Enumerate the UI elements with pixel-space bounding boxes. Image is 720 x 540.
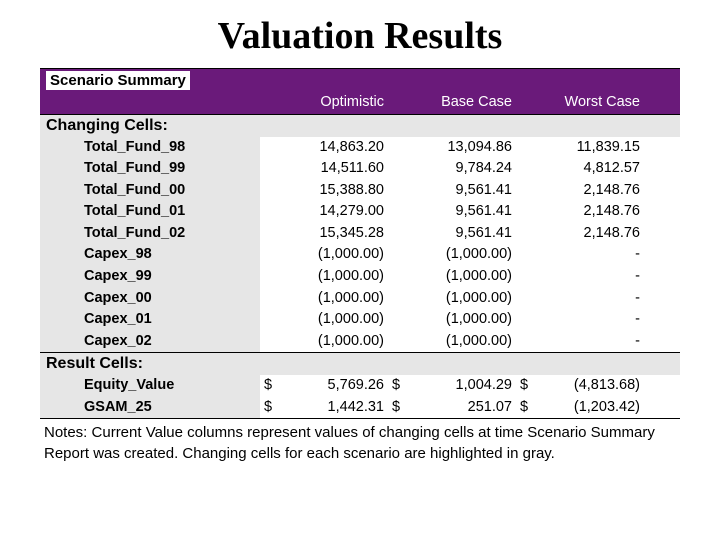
cell-value: - xyxy=(534,244,644,266)
cell-value: 14,279.00 xyxy=(278,201,388,223)
cell-value: (1,000.00) xyxy=(278,288,388,310)
cell-value: (1,000.00) xyxy=(278,309,388,331)
cell-value: (1,000.00) xyxy=(406,331,516,353)
result-cells-label: Result Cells: xyxy=(40,353,680,375)
row-label: Total_Fund_02 xyxy=(80,223,260,245)
page-title: Valuation Results xyxy=(0,0,720,68)
cell-value: 1,004.29 xyxy=(406,375,516,397)
row-label: Total_Fund_98 xyxy=(80,137,260,159)
row-label: Capex_00 xyxy=(80,288,260,310)
cell-value: 2,148.76 xyxy=(534,223,644,245)
currency-symbol: $ xyxy=(516,397,534,419)
col-worst-case: Worst Case xyxy=(534,92,644,114)
summary-header-bar: Scenario Summary xyxy=(40,68,680,92)
table-row: Capex_99(1,000.00)(1,000.00)- xyxy=(40,266,680,288)
row-label: Capex_01 xyxy=(80,309,260,331)
table-row: Total_Fund_99 14,511.60 9,784.24 4,812.57 xyxy=(40,158,680,180)
row-label: Total_Fund_99 xyxy=(80,158,260,180)
notes-text: Notes: Current Value columns represent v… xyxy=(40,419,680,464)
changing-rows: Total_Fund_98 14,863.20 13,094.86 11,839.15… xyxy=(40,137,680,353)
currency-symbol: $ xyxy=(260,375,278,397)
cell-value: (1,000.00) xyxy=(406,266,516,288)
cell-value: (1,000.00) xyxy=(278,331,388,353)
cell-value: 14,511.60 xyxy=(278,158,388,180)
currency-symbol: $ xyxy=(516,375,534,397)
cell-value: - xyxy=(534,331,644,353)
cell-value: 2,148.76 xyxy=(534,180,644,202)
page: Valuation Results Scenario Summary Optim… xyxy=(0,0,720,540)
col-base-case: Base Case xyxy=(406,92,516,114)
table-row: Equity_Value$5,769.26$1,004.29$(4,813.68… xyxy=(40,375,680,397)
cell-value: 251.07 xyxy=(406,397,516,419)
cell-value: 5,769.26 xyxy=(278,375,388,397)
cell-value: 13,094.86 xyxy=(406,137,516,159)
row-label: Capex_98 xyxy=(80,244,260,266)
table-container: Scenario Summary Optimistic Base Case Wo… xyxy=(40,68,680,464)
cell-value: (1,000.00) xyxy=(406,244,516,266)
row-label: GSAM_25 xyxy=(80,397,260,419)
row-label: Total_Fund_01 xyxy=(80,201,260,223)
row-label: Capex_99 xyxy=(80,266,260,288)
row-label: Equity_Value xyxy=(80,375,260,397)
cell-value: 15,388.80 xyxy=(278,180,388,202)
table-row: Total_Fund_98 14,863.20 13,094.86 11,839.15 xyxy=(40,137,680,159)
section-changing: Changing Cells: xyxy=(40,115,680,137)
currency-symbol: $ xyxy=(388,397,406,419)
table-row: Capex_02(1,000.00)(1,000.00)- xyxy=(40,331,680,353)
section-result: Result Cells: xyxy=(40,352,680,375)
cell-value: (1,203.42) xyxy=(534,397,644,419)
table-row: Total_Fund_01 14,279.00 9,561.41 2,148.76 xyxy=(40,201,680,223)
cell-value: - xyxy=(534,288,644,310)
cell-value: 1,442.31 xyxy=(278,397,388,419)
cell-value: (1,000.00) xyxy=(278,266,388,288)
table-row: Capex_01(1,000.00)(1,000.00)- xyxy=(40,309,680,331)
table-row: Capex_98(1,000.00)(1,000.00)- xyxy=(40,244,680,266)
cell-value: 11,839.15 xyxy=(534,137,644,159)
cell-value: (4,813.68) xyxy=(534,375,644,397)
table-row: Capex_00(1,000.00)(1,000.00)- xyxy=(40,288,680,310)
cell-value: - xyxy=(534,266,644,288)
cell-value: (1,000.00) xyxy=(406,309,516,331)
cell-value: (1,000.00) xyxy=(278,244,388,266)
cell-value: 4,812.57 xyxy=(534,158,644,180)
summary-label: Scenario Summary xyxy=(46,71,190,90)
cell-value: - xyxy=(534,309,644,331)
row-label: Total_Fund_00 xyxy=(80,180,260,202)
row-label: Capex_02 xyxy=(80,331,260,353)
cell-value: (1,000.00) xyxy=(406,288,516,310)
currency-symbol: $ xyxy=(388,375,406,397)
table-row: GSAM_25$1,442.31$251.07$(1,203.42) xyxy=(40,397,680,419)
cell-value: 2,148.76 xyxy=(534,201,644,223)
cell-value: 9,561.41 xyxy=(406,180,516,202)
col-optimistic: Optimistic xyxy=(278,92,388,114)
table-row: Total_Fund_02 15,345.28 9,561.41 2,148.76 xyxy=(40,223,680,245)
cell-value: 14,863.20 xyxy=(278,137,388,159)
column-headers: Optimistic Base Case Worst Case xyxy=(40,92,680,115)
cell-value: 9,561.41 xyxy=(406,223,516,245)
table-row: Total_Fund_00 15,388.80 9,561.41 2,148.76 xyxy=(40,180,680,202)
result-rows: Equity_Value$5,769.26$1,004.29$(4,813.68… xyxy=(40,375,680,418)
changing-cells-label: Changing Cells: xyxy=(40,115,680,137)
cell-value: 9,784.24 xyxy=(406,158,516,180)
currency-symbol: $ xyxy=(260,397,278,419)
cell-value: 9,561.41 xyxy=(406,201,516,223)
cell-value: 15,345.28 xyxy=(278,223,388,245)
